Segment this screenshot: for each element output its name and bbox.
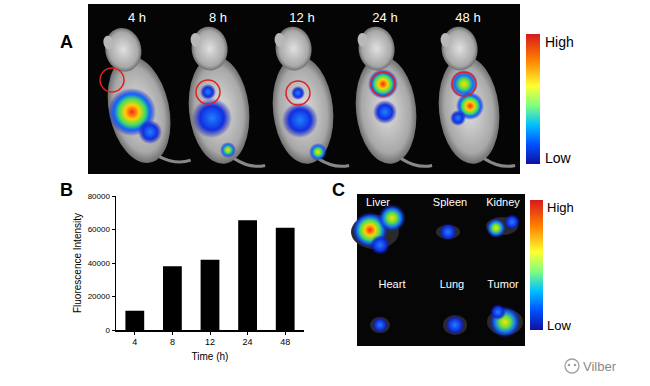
svg-text:Kidney: Kidney [486, 196, 520, 208]
svg-text:Low: Low [545, 150, 572, 166]
svg-text:12: 12 [205, 337, 215, 347]
svg-text:24: 24 [243, 337, 253, 347]
svg-text:Lung: Lung [440, 278, 464, 290]
svg-text:C: C [332, 180, 345, 200]
svg-text:12 h: 12 h [289, 10, 314, 25]
svg-text:B: B [60, 180, 73, 200]
svg-text:4 h: 4 h [128, 10, 146, 25]
svg-text:High: High [547, 200, 574, 215]
svg-text:24 h: 24 h [372, 10, 397, 25]
svg-text:Time (h): Time (h) [192, 351, 229, 362]
svg-text:Low: Low [547, 318, 571, 333]
svg-text:4: 4 [132, 337, 137, 347]
svg-text:High: High [545, 34, 574, 50]
svg-text:A: A [60, 32, 73, 52]
svg-text:48: 48 [280, 337, 290, 347]
svg-text:48 h: 48 h [455, 10, 480, 25]
svg-text:0: 0 [105, 326, 110, 335]
svg-text:60000: 60000 [88, 225, 111, 234]
svg-text:8: 8 [170, 337, 175, 347]
svg-text:80000: 80000 [88, 192, 111, 201]
svg-text:Fluorescence Intensity: Fluorescence Intensity [72, 213, 83, 313]
svg-text:40000: 40000 [88, 259, 111, 268]
svg-text:Heart: Heart [379, 278, 406, 290]
svg-text:Vilber: Vilber [583, 359, 617, 374]
svg-text:Liver: Liver [366, 196, 390, 208]
svg-text:Spleen: Spleen [433, 196, 467, 208]
svg-text:Tumor: Tumor [487, 278, 519, 290]
svg-text:20000: 20000 [88, 292, 111, 301]
svg-text:8 h: 8 h [209, 10, 227, 25]
